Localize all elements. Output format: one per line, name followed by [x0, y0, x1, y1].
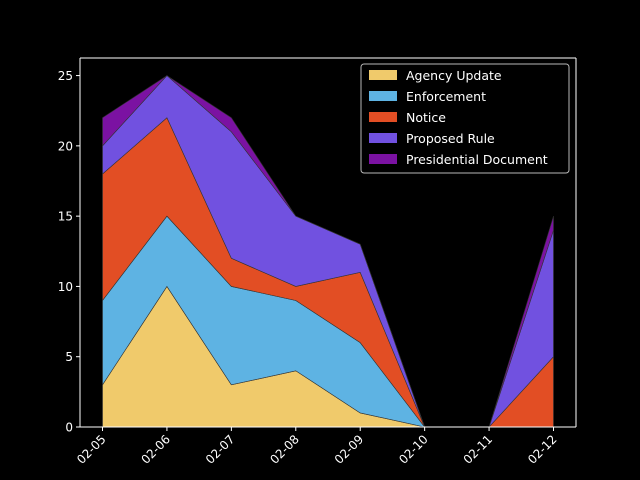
legend-swatch [369, 133, 397, 143]
y-tick-label: 5 [65, 350, 73, 364]
y-tick-label: 15 [58, 210, 73, 224]
legend-swatch [369, 154, 397, 164]
legend-swatch [369, 112, 397, 122]
legend: Agency Update Enforcement Notice Proposed R… [360, 63, 570, 174]
legend-frame [360, 63, 570, 174]
area-series-group [102, 75, 554, 428]
legend-swatch [369, 70, 397, 80]
y-tick-label: 25 [58, 69, 73, 83]
legend-label: Agency Update [406, 68, 502, 83]
legend-label: Enforcement [406, 89, 486, 104]
legend-label: Presidential Document [406, 152, 548, 167]
legend-label: Proposed Rule [406, 131, 495, 146]
y-tick-label: 10 [58, 280, 73, 294]
y-tick-label: 0 [65, 421, 73, 435]
legend-label: Notice [406, 110, 446, 125]
y-tick-label: 20 [58, 139, 73, 153]
area-presidential-document [102, 75, 554, 428]
legend-swatch [369, 91, 397, 101]
